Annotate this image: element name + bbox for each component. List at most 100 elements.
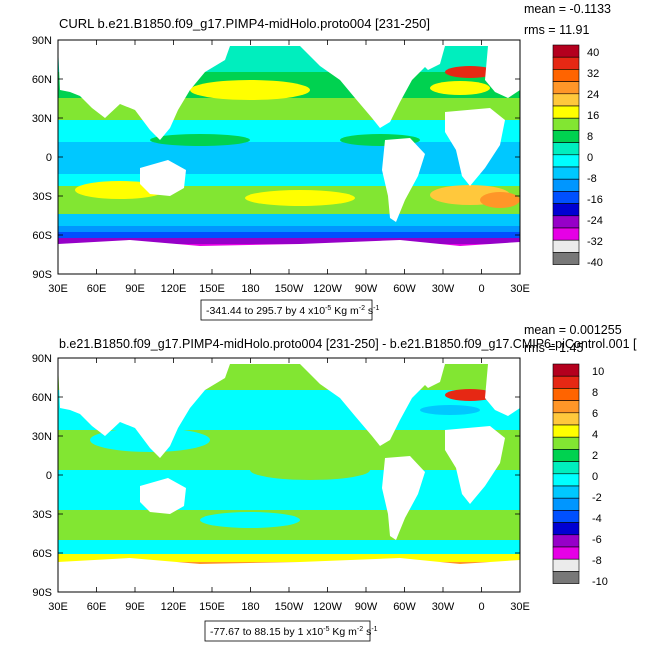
- colorbar-swatch: [552, 69, 580, 82]
- colorbar-swatch: [552, 534, 580, 548]
- x-tick-label: 0: [478, 601, 484, 613]
- mean-value: mean = -0.1133: [524, 2, 611, 16]
- x-tick-label: 60W: [393, 601, 416, 613]
- colorbar-label: 2: [592, 450, 598, 462]
- colorbar-label: -16: [587, 194, 603, 206]
- colorbar-label: -24: [587, 215, 603, 227]
- plot-title: b.e21.B1850.f09_g17.PIMP4-midHolo.proto0…: [59, 337, 637, 351]
- x-tick-label: 120W: [313, 283, 342, 295]
- colorbar-swatch: [552, 412, 580, 426]
- colorbar-label: -10: [592, 576, 608, 588]
- panel-bottom: mean = 0.001255 b.e21.B1850.f09_g17.PIMP…: [32, 323, 637, 642]
- colorbar-swatch: [552, 375, 580, 389]
- x-tick-label: 30W: [432, 601, 455, 613]
- colorbar-label: 24: [587, 89, 599, 101]
- colorbar-label: 16: [587, 110, 599, 122]
- colorbar-swatch: [552, 388, 580, 401]
- colorbar: [552, 44, 580, 265]
- colorbar-label: 0: [592, 471, 598, 483]
- y-tick-label: 60S: [32, 548, 52, 560]
- y-tick-label: 0: [46, 152, 52, 164]
- y-tick-label: 90S: [32, 269, 52, 281]
- colorbar-label: 8: [592, 387, 598, 399]
- plot-title: CURL b.e21.B1850.f09_g17.PIMP4-midHolo.p…: [59, 16, 430, 31]
- colorbar-swatch: [552, 239, 580, 253]
- x-tick-label: 120W: [313, 601, 342, 613]
- colorbar-swatch: [552, 191, 580, 204]
- colorbar-labels: 40 32 24 16 8 0 -8 -16 -24 -32 -40: [587, 47, 603, 269]
- y-tick-label: 90N: [32, 353, 52, 365]
- colorbar-label: 32: [587, 68, 599, 80]
- colorbar-swatch: [552, 44, 580, 58]
- x-tick-label: 30E: [510, 601, 530, 613]
- colorbar-swatch: [552, 154, 580, 168]
- colorbar-swatch: [552, 473, 580, 487]
- colorbar-swatch: [552, 546, 580, 560]
- x-tick-label: 60E: [87, 601, 107, 613]
- colorbar-swatch: [552, 56, 580, 70]
- x-tick-label: 30E: [48, 283, 68, 295]
- colorbar-swatch: [552, 142, 580, 156]
- colorbar-swatch: [552, 252, 580, 265]
- x-tick-label: 150W: [275, 601, 304, 613]
- x-tick-label: 180: [241, 601, 259, 613]
- x-tick-label: 0: [478, 283, 484, 295]
- colorbar-swatch: [552, 400, 580, 414]
- x-tick-label: 120E: [161, 283, 187, 295]
- x-tick-label: 60E: [87, 283, 107, 295]
- colorbar-label: 10: [592, 366, 604, 378]
- x-tick-label: 90E: [125, 601, 145, 613]
- colorbar-swatch: [552, 81, 580, 95]
- y-tick-label: 90N: [32, 35, 52, 47]
- y-tick-label: 30N: [32, 431, 52, 443]
- x-tick-label: 180: [241, 283, 259, 295]
- x-axis: 30E 60E 90E 120E 150E 180 150W 120W 90W …: [48, 601, 530, 613]
- y-tick-label: 90S: [32, 587, 52, 599]
- y-tick-label: 0: [46, 470, 52, 482]
- x-tick-label: 150E: [199, 601, 225, 613]
- colorbar-label: -2: [592, 492, 602, 504]
- x-tick-label: 60W: [393, 283, 416, 295]
- colorbar-swatch: [552, 510, 580, 523]
- colorbar-swatch: [552, 105, 580, 119]
- colorbar-swatch: [552, 449, 580, 462]
- x-tick-label: 30E: [48, 601, 68, 613]
- y-axis: 90N 60N 30N 0 30S 60S 90S: [32, 35, 52, 281]
- y-axis: 90N 60N 30N 0 30S 60S 90S: [32, 353, 52, 599]
- y-tick-label: 30S: [32, 509, 52, 521]
- y-tick-label: 30S: [32, 191, 52, 203]
- x-tick-label: 90W: [355, 283, 378, 295]
- colorbar-label: 0: [587, 152, 593, 164]
- colorbar-swatch: [552, 485, 580, 499]
- colorbar-labels: 10 8 6 4 2 0 -2 -4 -6 -8 -10: [592, 366, 608, 588]
- axis-ticks: [57, 357, 521, 593]
- x-tick-label: 150W: [275, 283, 304, 295]
- x-axis: 30E 60E 90E 120E 150E 180 150W 120W 90W …: [48, 283, 530, 295]
- colorbar-swatch: [552, 130, 580, 143]
- y-tick-label: 60S: [32, 230, 52, 242]
- colorbar-label: 40: [587, 47, 599, 59]
- colorbar-label: -8: [592, 555, 602, 567]
- map-field: [58, 40, 520, 274]
- y-tick-label: 60N: [32, 74, 52, 86]
- colorbar-swatch: [552, 522, 580, 536]
- map-field: [58, 358, 520, 592]
- y-tick-label: 60N: [32, 392, 52, 404]
- colorbar-swatch: [552, 227, 580, 241]
- x-tick-label: 90E: [125, 283, 145, 295]
- rms-value: rms = 1.45: [524, 341, 583, 355]
- colorbar-swatch: [552, 497, 580, 511]
- colorbar-label: 6: [592, 408, 598, 420]
- colorbar-swatch: [552, 461, 580, 475]
- mean-value: mean = 0.001255: [524, 323, 622, 337]
- colorbar-swatch: [552, 117, 580, 131]
- colorbar-swatch: [552, 558, 580, 572]
- colorbar-label: 8: [587, 131, 593, 143]
- x-tick-label: 30E: [510, 283, 530, 295]
- colorbar-swatch: [552, 363, 580, 377]
- x-tick-label: 30W: [432, 283, 455, 295]
- y-tick-label: 30N: [32, 113, 52, 125]
- colorbar-label: 4: [592, 429, 598, 441]
- colorbar: [552, 363, 580, 584]
